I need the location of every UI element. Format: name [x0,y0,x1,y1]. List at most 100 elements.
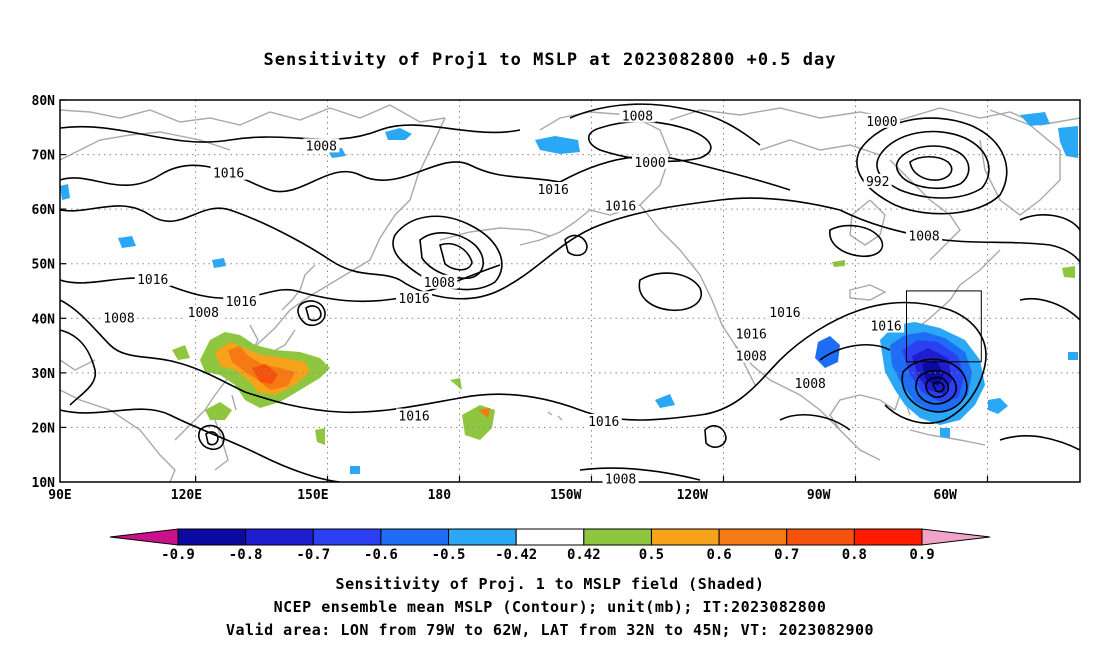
longitude-label: 120W [677,488,708,503]
colorbar-label: 0.6 [706,547,731,563]
negative-sensitivity-area [385,128,412,140]
caption-valid-area: Valid area: LON from 79W to 62W, LAT fro… [225,621,875,639]
contour-label: 1000 [866,115,897,130]
contour-label-bg [396,408,433,423]
negative-sensitivity-area [1068,352,1078,360]
tick-marks [60,99,989,482]
latitude-label: 10N [32,476,56,491]
contour-label: 1008 [605,472,636,487]
latitude-label: 20N [32,421,56,436]
colorbar-swatch [245,528,314,546]
negative-sensitivity-area [212,258,226,268]
longitude-label: 90W [807,488,831,503]
contour-label-bg [619,108,656,123]
map-frame [59,99,1081,483]
negative-sensitivity-area [1058,126,1078,158]
latitude-label: 80N [32,94,56,109]
negative-sensitivity-area [60,184,70,200]
latitude-label: 40N [32,312,56,327]
latitude-label: 50N [32,258,56,273]
negative-sensitivity-area [940,428,950,438]
contour-label: 1016 [588,415,619,430]
colorbar-swatch [650,528,720,546]
colorbar-label: 0.5 [639,547,664,563]
contour-label: 1016 [769,306,800,321]
negative-sensitivity-area [118,236,136,248]
colorbar-label: 0.42 [567,547,601,563]
colorbar-swatch [853,528,923,546]
negative-sensitivity-area [350,466,360,474]
negative-sensitivity-area [535,136,580,154]
colorbar-label: -0.8 [229,547,263,563]
contour-label-bg [602,471,639,486]
contour-label-bg [632,154,669,169]
contour-label-bg [101,310,138,325]
contour-label: 1016 [736,328,767,343]
colorbar: -0.9 -0.8 -0.7 -0.6 -0.5 -0.42 0.42 0.5 0.6 0.7 0.… [109,528,991,563]
positive-sensitivity-area [478,408,490,418]
contour-label-bg [863,113,900,128]
contour-label-bg [134,272,171,287]
contour-label-bg [421,274,458,289]
contour-label: 1016 [605,199,636,214]
colorbar-swatch [583,528,652,546]
positive-sensitivity-area [1062,266,1075,278]
valid-area-box [906,290,982,363]
colorbar-label: 0.7 [774,547,799,563]
colorbar-swatch [718,528,788,546]
positive-sensitivity-area [450,378,462,390]
positive-sensitivity-area [205,402,232,420]
longitude-label: 60W [933,488,957,503]
contour-label-bg [585,413,622,428]
contour-label: 992 [866,175,889,190]
mslp-contours [60,103,1080,482]
colorbar-low-end [109,528,179,546]
contour-label-bg [792,375,829,390]
latitude-label: 30N [32,367,56,382]
positive-sensitivity-area [832,260,845,267]
negative-sensitivity-area [988,398,1008,414]
caption-contour: NCEP ensemble mean MSLP (Contour); unit(… [273,598,827,616]
contour-label: 1008 [103,311,134,326]
contour-label: 1016 [537,183,568,198]
contour-label-bg [733,348,770,363]
contour-label: 1008 [736,349,767,364]
contour-label-bg [210,165,247,180]
colorbar-label: 0.8 [842,547,867,563]
colorbar-label: -0.7 [296,547,330,563]
longitude-label: 90E [48,488,71,503]
colorbar-swatch [177,528,247,546]
negative-sensitivity-area [922,360,944,386]
contour-label: 1008 [424,276,455,291]
caption-shading: Sensitivity of Proj. 1 to MSLP field (Sh… [335,575,765,593]
contour-label: 1000 [634,156,665,171]
longitude-label: 150W [550,488,581,503]
contour-label: 1016 [870,319,901,334]
longitude-label: 180 [428,488,452,503]
colorbar-swatch [515,528,585,546]
contour-label-bg [868,318,905,333]
contour-label: 1016 [213,167,244,182]
colorbar-swatch [448,528,517,546]
longitude-labels: 90E 120E 150E 180 150W 120W 90W 60W [48,488,957,503]
contour-label-bg [185,304,222,319]
positive-sensitivity-area [172,345,190,360]
longitude-label: 150E [297,488,328,503]
colorbar-label: -0.42 [495,547,537,563]
contour-label-bg [223,293,260,308]
colorbar-swatch [380,528,450,546]
contour-label-bg [863,173,892,188]
latitude-labels: 80N 70N 60N 50N 40N 30N 20N 10N [32,94,56,491]
contour-label: 1016 [398,410,429,425]
colorbar-label: 0.9 [909,547,934,563]
negative-sensitivity-area [815,336,840,368]
colorbar-swatch [786,528,855,546]
chart-title: Sensitivity of Proj1 to MSLP at 20230828… [263,50,837,70]
contour-label: 1016 [226,295,257,310]
colorbar-label: -0.6 [364,547,398,563]
positive-sensitivity-area [252,364,278,384]
contour-label-bg [733,326,770,341]
contour-label: 1008 [908,229,939,244]
colorbar-label: -0.9 [161,547,195,563]
contour-label: 1008 [306,139,337,154]
